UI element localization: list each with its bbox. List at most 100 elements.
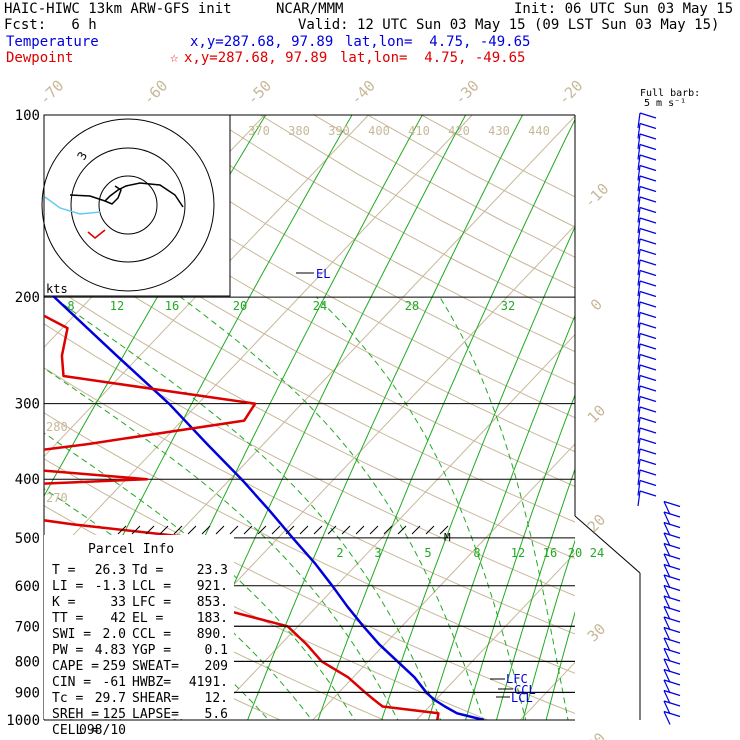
hatch-mark <box>355 525 365 535</box>
wind-barb-flag <box>637 228 641 244</box>
mixing-ratio-label: 24 <box>313 299 327 313</box>
wind-barb <box>639 364 657 371</box>
mixing-ratio-label: 16 <box>543 546 557 560</box>
parcel-row-label: SREH = <box>52 707 99 722</box>
isotherm-line <box>728 115 740 720</box>
wind-barb <box>639 343 657 350</box>
wind-barb <box>663 700 681 707</box>
wind-barb-flag <box>637 112 641 129</box>
wind-barb <box>639 416 657 424</box>
dewpoint-legend-xy: x,y=287.68, 97.89 <box>184 50 328 66</box>
wind-barb-flag <box>637 354 641 370</box>
wind-barb-flag <box>663 501 671 515</box>
theta-label: 370 <box>248 124 270 138</box>
parcel-row-value: 26.3 <box>95 563 126 578</box>
mixing-ratio-line <box>427 314 575 720</box>
dry-adiabat-line <box>260 115 575 289</box>
parcel-row-label: LAPSE= <box>132 707 179 722</box>
moist-adiabat-line <box>44 432 356 720</box>
dry-adiabat-line <box>206 115 575 321</box>
theta-label: 270 <box>46 491 68 505</box>
parcel-row-value: 209 <box>205 659 228 674</box>
parcel-row-label: YGP = <box>132 643 171 658</box>
parcel-row-value: 890. <box>197 627 228 642</box>
hatch-mark <box>369 525 379 535</box>
mixing-ratio-line <box>495 467 575 720</box>
wind-barb-flag <box>663 595 671 610</box>
parcel-row-label: TT = <box>52 611 83 626</box>
wind-barb-flag <box>663 553 671 568</box>
mixing-ratio-line <box>464 393 575 720</box>
wind-barb <box>639 280 657 287</box>
dry-adiabat-line <box>44 458 575 714</box>
wind-barb <box>639 259 657 266</box>
wind-barb-flag <box>663 700 671 715</box>
header-model: HAIC-HIWC 13km ARW-GFS init <box>4 1 232 17</box>
m-marker-label: M <box>444 531 451 544</box>
theta-label: 420 <box>448 124 470 138</box>
mixing-ratio-label: 12 <box>511 546 525 560</box>
pressure-tick-label: 100 <box>15 108 40 124</box>
wind-barb-flag <box>637 133 641 150</box>
parcel-row-value: 098/10 <box>79 723 126 738</box>
wind-barb-flag <box>637 406 641 423</box>
wind-barb <box>639 332 657 340</box>
temperature-legend-xy: x,y=287.68, 97.89 <box>190 34 334 50</box>
parcel-row-label: Td = <box>132 563 163 578</box>
pressure-tick-label: 200 <box>15 290 40 306</box>
parcel-row-value: 23.3 <box>197 563 228 578</box>
wind-barb-flag <box>637 427 641 444</box>
mixing-ratio-label: 24 <box>590 546 604 560</box>
wind-barb <box>639 206 657 214</box>
parcel-row-label: CIN = <box>52 675 91 690</box>
pressure-tick-label: 900 <box>15 685 40 701</box>
wind-barb-flag <box>663 574 671 589</box>
hatch-mark <box>271 525 281 535</box>
wind-barb-flag <box>663 606 671 620</box>
wind-barb <box>639 185 657 193</box>
wind-barb <box>639 164 657 172</box>
temperature-legend-latlon: lat,lon= 4.75, -49.65 <box>345 34 531 50</box>
wind-barb <box>663 605 681 613</box>
parcel-row-value: 29.7 <box>95 691 126 706</box>
mixing-ratio-label: 16 <box>165 299 179 313</box>
wind-barb <box>663 626 681 634</box>
hatch-mark <box>187 525 197 535</box>
wind-barb-flag <box>637 259 641 276</box>
parcel-row-label: LI = <box>52 579 83 594</box>
wind-barb-flag <box>637 322 641 339</box>
wind-barb-flag <box>663 627 671 641</box>
hatch-mark <box>439 525 449 535</box>
theta-label: 430 <box>488 124 510 138</box>
wind-barb-flag <box>637 123 641 139</box>
isotherm-label: -20 <box>555 77 587 109</box>
hatch-mark <box>229 525 239 535</box>
wind-barb-flag <box>637 249 641 265</box>
wind-barb <box>639 385 657 392</box>
parcel-row-value: 42 <box>110 611 126 626</box>
hatch-mark <box>159 525 169 535</box>
wind-barb <box>639 322 657 329</box>
hatch-mark <box>201 525 211 535</box>
wind-barb <box>663 595 681 602</box>
parcel-row-value: 125 <box>103 707 126 722</box>
temperature-curve <box>44 285 485 720</box>
parcel-row-value: 2.0 <box>103 627 126 642</box>
wind-barb-flag <box>637 196 641 213</box>
header-init: Init: 06 UTC Sun 03 May 15 <box>514 1 734 17</box>
wind-barb <box>663 553 681 560</box>
hatch-mark <box>383 525 393 535</box>
wind-barb <box>639 479 657 487</box>
parcel-row-value: 4.83 <box>95 643 126 658</box>
mixing-ratio-line <box>522 539 575 720</box>
parcel-row-label: CAPE = <box>52 659 99 674</box>
hatch-mark <box>257 525 267 535</box>
hodograph-ring-outer <box>41 118 215 292</box>
wind-barb-flag <box>663 690 671 704</box>
hodograph-trace-mid <box>69 182 184 208</box>
hatch-mark <box>313 525 323 535</box>
parcel-row-label: CELL = <box>52 723 99 738</box>
wind-barb-flag <box>663 511 671 526</box>
right-axis-wedge <box>574 515 641 574</box>
